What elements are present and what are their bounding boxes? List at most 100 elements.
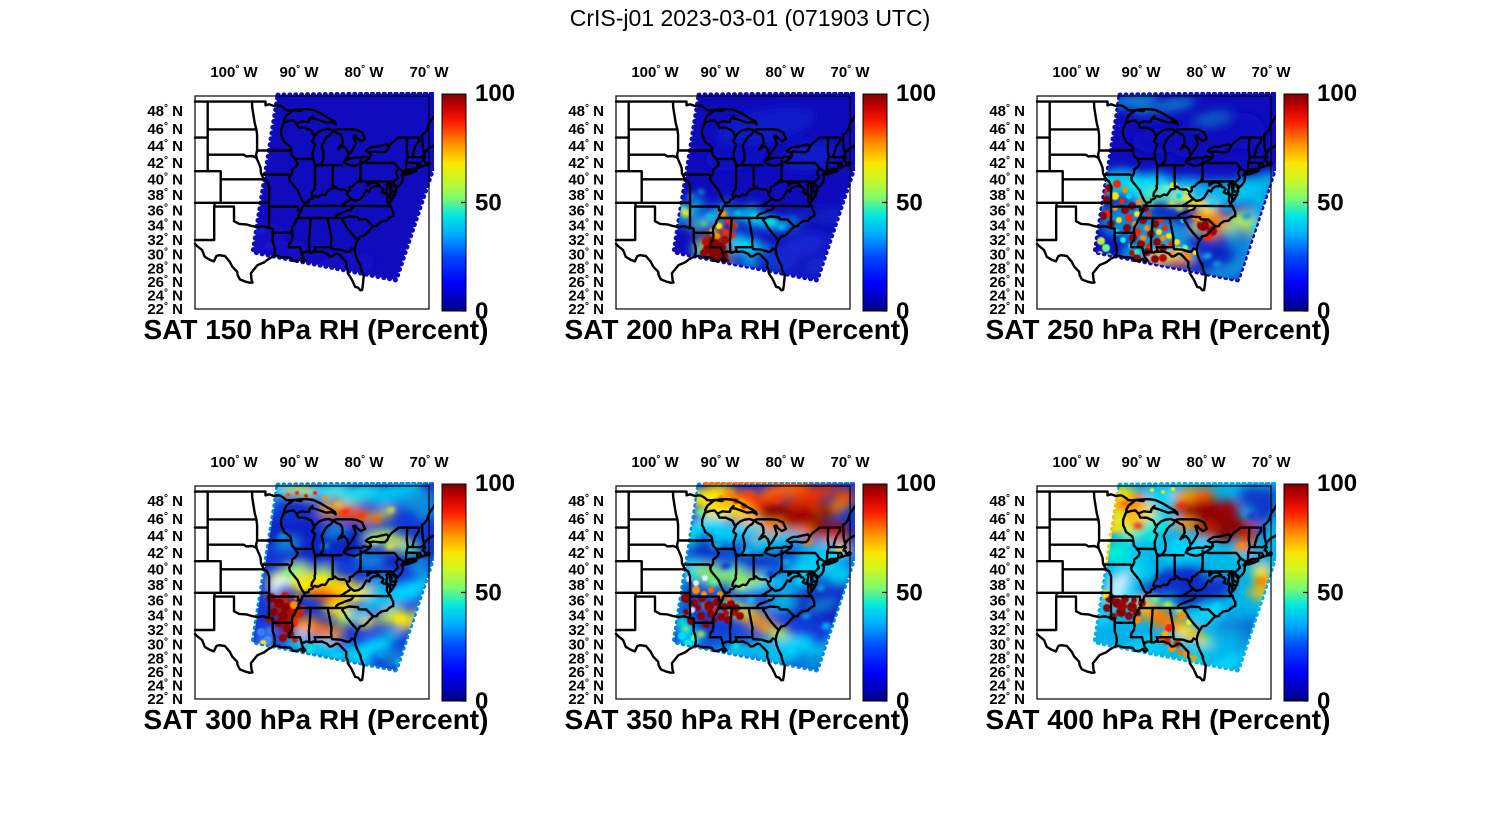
svg-text:44° N: 44° N — [147, 138, 183, 155]
svg-text:36° N: 36° N — [989, 592, 1025, 609]
svg-text:100: 100 — [896, 80, 936, 107]
svg-text:38° N: 38° N — [147, 187, 183, 204]
svg-text:32° N: 32° N — [147, 232, 183, 249]
svg-text:30° N: 30° N — [147, 636, 183, 653]
svg-text:48° N: 48° N — [147, 103, 183, 120]
svg-text:SAT 200 hPa RH (Percent): SAT 200 hPa RH (Percent) — [565, 314, 910, 345]
svg-text:46° N: 46° N — [568, 511, 604, 528]
svg-text:80° W: 80° W — [344, 454, 384, 471]
svg-text:0: 0 — [475, 688, 488, 715]
svg-text:32° N: 32° N — [568, 232, 604, 249]
svg-text:30° N: 30° N — [568, 636, 604, 653]
svg-text:24° N: 24° N — [989, 288, 1025, 305]
svg-text:42° N: 42° N — [989, 155, 1025, 172]
svg-text:0: 0 — [1317, 298, 1330, 325]
svg-text:100° W: 100° W — [1052, 454, 1100, 471]
svg-text:30° N: 30° N — [989, 246, 1025, 263]
svg-text:32° N: 32° N — [989, 622, 1025, 639]
svg-text:32° N: 32° N — [568, 622, 604, 639]
svg-text:42° N: 42° N — [568, 545, 604, 562]
svg-text:22° N: 22° N — [989, 691, 1025, 708]
svg-text:70° W: 70° W — [1251, 64, 1291, 81]
svg-text:90° W: 90° W — [279, 454, 319, 471]
svg-text:28° N: 28° N — [568, 260, 604, 277]
svg-text:70° W: 70° W — [409, 64, 449, 81]
svg-text:36° N: 36° N — [147, 202, 183, 219]
svg-text:40° N: 40° N — [568, 171, 604, 188]
svg-text:40° N: 40° N — [147, 561, 183, 578]
svg-text:40° N: 40° N — [989, 561, 1025, 578]
svg-text:38° N: 38° N — [989, 577, 1025, 594]
svg-text:38° N: 38° N — [568, 577, 604, 594]
svg-text:100° W: 100° W — [631, 454, 679, 471]
svg-text:24° N: 24° N — [147, 288, 183, 305]
svg-text:SAT 150 hPa RH (Percent): SAT 150 hPa RH (Percent) — [144, 314, 489, 345]
svg-text:90° W: 90° W — [279, 64, 319, 81]
svg-text:30° N: 30° N — [568, 246, 604, 263]
svg-text:30° N: 30° N — [989, 636, 1025, 653]
svg-text:34° N: 34° N — [147, 607, 183, 624]
svg-text:22° N: 22° N — [568, 691, 604, 708]
svg-text:42° N: 42° N — [989, 545, 1025, 562]
svg-text:22° N: 22° N — [568, 301, 604, 318]
svg-text:44° N: 44° N — [147, 528, 183, 545]
svg-text:28° N: 28° N — [147, 260, 183, 277]
svg-text:100: 100 — [1317, 80, 1357, 107]
svg-text:80° W: 80° W — [765, 454, 805, 471]
svg-text:32° N: 32° N — [147, 622, 183, 639]
svg-text:22° N: 22° N — [989, 301, 1025, 318]
svg-text:0: 0 — [896, 298, 909, 325]
svg-text:44° N: 44° N — [989, 138, 1025, 155]
svg-text:34° N: 34° N — [989, 217, 1025, 234]
svg-text:36° N: 36° N — [147, 592, 183, 609]
svg-text:70° W: 70° W — [409, 454, 449, 471]
svg-text:42° N: 42° N — [147, 545, 183, 562]
svg-text:44° N: 44° N — [568, 528, 604, 545]
svg-text:100° W: 100° W — [210, 454, 258, 471]
svg-text:26° N: 26° N — [989, 664, 1025, 681]
svg-text:34° N: 34° N — [568, 217, 604, 234]
svg-text:26° N: 26° N — [568, 274, 604, 291]
svg-text:40° N: 40° N — [147, 171, 183, 188]
svg-text:100° W: 100° W — [631, 64, 679, 81]
svg-text:70° W: 70° W — [830, 64, 870, 81]
svg-text:90° W: 90° W — [700, 64, 740, 81]
svg-text:26° N: 26° N — [147, 274, 183, 291]
svg-text:SAT 300 hPa RH (Percent): SAT 300 hPa RH (Percent) — [144, 704, 489, 735]
svg-text:80° W: 80° W — [765, 64, 805, 81]
svg-text:38° N: 38° N — [568, 187, 604, 204]
svg-text:32° N: 32° N — [989, 232, 1025, 249]
svg-text:48° N: 48° N — [568, 493, 604, 510]
svg-text:100: 100 — [1317, 470, 1357, 497]
svg-text:40° N: 40° N — [568, 561, 604, 578]
svg-text:0: 0 — [896, 688, 909, 715]
svg-text:SAT 400 hPa RH (Percent): SAT 400 hPa RH (Percent) — [986, 704, 1331, 735]
svg-text:44° N: 44° N — [989, 528, 1025, 545]
svg-text:24° N: 24° N — [568, 288, 604, 305]
svg-text:24° N: 24° N — [568, 678, 604, 695]
svg-text:90° W: 90° W — [1121, 64, 1161, 81]
svg-text:40° N: 40° N — [989, 171, 1025, 188]
svg-text:36° N: 36° N — [568, 202, 604, 219]
svg-text:22° N: 22° N — [147, 691, 183, 708]
svg-text:46° N: 46° N — [989, 121, 1025, 138]
svg-text:50: 50 — [1317, 190, 1344, 217]
svg-text:34° N: 34° N — [568, 607, 604, 624]
svg-text:48° N: 48° N — [568, 103, 604, 120]
svg-text:46° N: 46° N — [147, 511, 183, 528]
svg-text:26° N: 26° N — [147, 664, 183, 681]
svg-text:48° N: 48° N — [989, 103, 1025, 120]
svg-text:38° N: 38° N — [989, 187, 1025, 204]
svg-text:50: 50 — [475, 580, 502, 607]
svg-text:26° N: 26° N — [989, 274, 1025, 291]
svg-text:48° N: 48° N — [147, 493, 183, 510]
svg-text:34° N: 34° N — [989, 607, 1025, 624]
svg-text:42° N: 42° N — [568, 155, 604, 172]
svg-text:28° N: 28° N — [989, 650, 1025, 667]
svg-text:46° N: 46° N — [147, 121, 183, 138]
svg-text:46° N: 46° N — [989, 511, 1025, 528]
svg-text:100: 100 — [896, 470, 936, 497]
svg-text:90° W: 90° W — [1121, 454, 1161, 471]
svg-text:100° W: 100° W — [1052, 64, 1100, 81]
svg-text:42° N: 42° N — [147, 155, 183, 172]
